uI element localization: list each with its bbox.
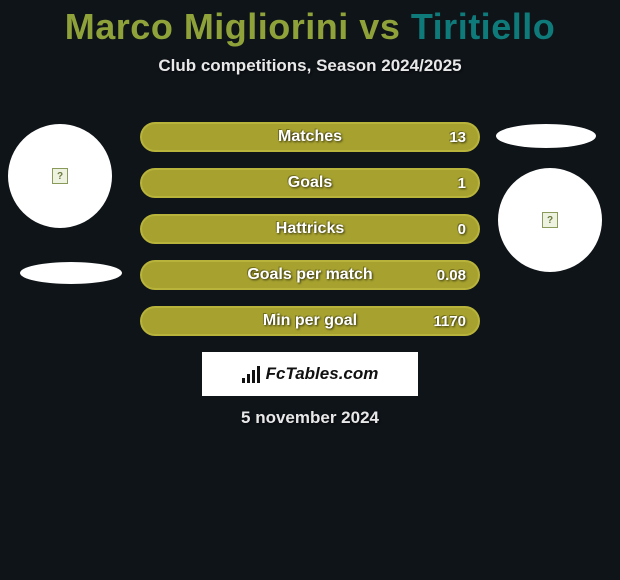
avatar-shadow-right	[496, 124, 596, 148]
brand-badge: FcTables.com	[202, 352, 418, 396]
stat-row-min-per-goal: Min per goal 1170	[140, 306, 480, 336]
title-player-left: Marco Migliorini	[65, 6, 349, 47]
bars-icon	[242, 365, 260, 383]
stat-row-hattricks: Hattricks 0	[140, 214, 480, 244]
image-placeholder-icon	[52, 168, 68, 184]
stat-value: 0.08	[437, 267, 466, 284]
stat-label: Min per goal	[263, 312, 357, 330]
stat-row-goals: Goals 1	[140, 168, 480, 198]
stat-label: Matches	[278, 128, 342, 146]
stat-row-matches: Matches 13	[140, 122, 480, 152]
stat-label: Goals per match	[247, 266, 372, 284]
title-vs: vs	[349, 6, 411, 47]
date-caption: 5 november 2024	[0, 408, 620, 428]
image-placeholder-icon	[542, 212, 558, 228]
stat-value: 1170	[433, 313, 466, 330]
title-player-right: Tiritiello	[411, 6, 555, 47]
stat-label: Hattricks	[276, 220, 344, 238]
stat-value: 1	[458, 175, 466, 192]
page-title: Marco Migliorini vs Tiritiello	[0, 0, 620, 48]
stat-value: 0	[458, 221, 466, 238]
player-avatar-left	[8, 124, 112, 228]
player-avatar-right	[498, 168, 602, 272]
stats-bars: Matches 13 Goals 1 Hattricks 0 Goals per…	[140, 122, 480, 352]
stat-value: 13	[449, 129, 466, 146]
brand-text: FcTables.com	[266, 364, 379, 384]
subtitle: Club competitions, Season 2024/2025	[0, 56, 620, 76]
avatar-shadow-left	[20, 262, 122, 284]
stat-label: Goals	[288, 174, 332, 192]
stat-row-goals-per-match: Goals per match 0.08	[140, 260, 480, 290]
